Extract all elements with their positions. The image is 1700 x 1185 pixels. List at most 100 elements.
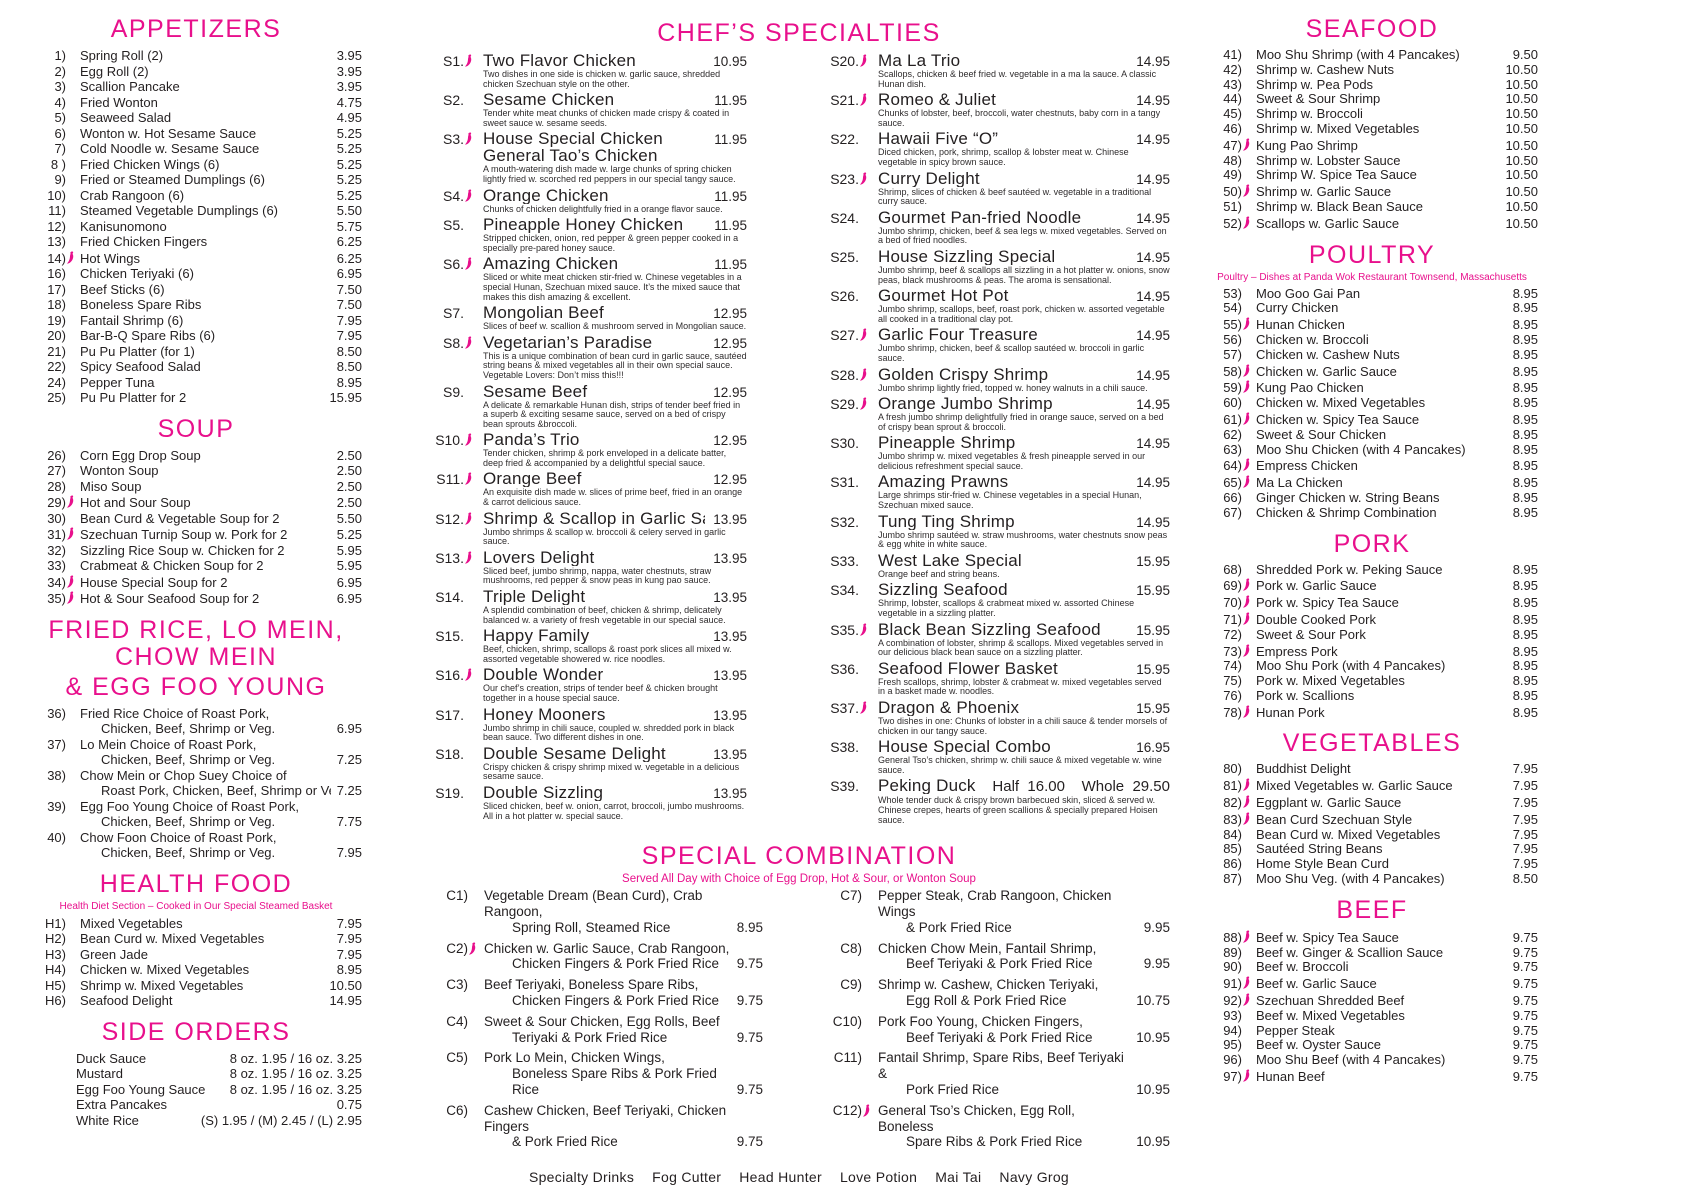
item-number: 80) bbox=[1223, 761, 1242, 777]
item-name: Moo Goo Gai Pan bbox=[1256, 286, 1361, 301]
specialty-item: S4. Orange Chicken 11.95 Chunks of chicken … bbox=[428, 187, 747, 216]
item-number: 13) bbox=[47, 234, 66, 249]
specialty-price: 14.95 bbox=[1136, 54, 1170, 69]
specialty-body: Vegetarian’s Paradise 12.95 This is a uniq… bbox=[477, 334, 747, 382]
special-combination-right: C7) Pepper Steak, Crab Rangoon, Chicken W… bbox=[822, 888, 1170, 1155]
drink-item: Love Potion bbox=[839, 1169, 918, 1185]
menu-item: 91) Beef w. Garlic Sauce 9.75 bbox=[1206, 975, 1538, 992]
specialty-description: Slices of beef w. scallion & mushroom se… bbox=[483, 321, 747, 332]
item-price: 8 oz. 1.95 / 16 oz. 3.25 bbox=[229, 1081, 362, 1097]
specialty-body: Orange Chicken 11.95 Chunks of chicken del… bbox=[477, 187, 747, 216]
specialty-price: 14.95 bbox=[1136, 171, 1170, 187]
combo-item: C2) Chicken w. Garlic Sauce, Crab Rangoon… bbox=[428, 941, 763, 973]
specialty-item: S30. Pineapple Shrimp 14.95 Jumbo shrimp w.… bbox=[823, 434, 1170, 472]
item-number: 82) bbox=[1223, 795, 1242, 811]
item-price: 2.50 bbox=[336, 447, 362, 463]
specialty-number: S21. bbox=[830, 92, 859, 109]
menu-item: 32) Sizzling Rice Soup w. Chicken for 2 5.… bbox=[30, 543, 362, 559]
item-name: Shrimp w. Garlic Sauce bbox=[1256, 185, 1392, 200]
specialty-item: S32. Tung Ting Shrimp 14.95 Jumbo shrimp sa… bbox=[823, 513, 1170, 551]
menu-section-beef: BEEF 88) Beef w. Spicy Tea Sauce 9.75 89) Bee… bbox=[1206, 896, 1538, 1085]
item-number: 92) bbox=[1223, 993, 1242, 1009]
item-number: 5) bbox=[54, 110, 66, 125]
item-name: Bean Curd w. Mixed Vegetables bbox=[1256, 827, 1441, 842]
combo-text: Sweet & Sour Chicken, Egg Rolls, Beef Ter… bbox=[481, 1014, 731, 1046]
specialty-number: S4. bbox=[442, 187, 464, 204]
item-price: 8.95 bbox=[1512, 441, 1538, 457]
chili-pepper-icon bbox=[1242, 411, 1255, 428]
specialty-body: Curry Delight 14.95 Shrimp, slices of chic… bbox=[872, 170, 1170, 208]
menu-item: 94) Pepper Steak 9.75 bbox=[1206, 1023, 1538, 1039]
item-name: Lo Mein Choice of Roast Pork, bbox=[80, 736, 257, 752]
item-number: 32) bbox=[47, 542, 66, 558]
item-number: 36) bbox=[47, 705, 66, 721]
specialty-name-row: House Sizzling Special 14.95 bbox=[878, 248, 1170, 265]
menu-item: 58) Chicken w. Garlic Sauce 8.95 bbox=[1206, 363, 1538, 380]
item-name: Beef w. Garlic Sauce bbox=[1256, 977, 1377, 992]
specialty-number: S20. bbox=[830, 53, 859, 69]
specialty-description: Jumbo shrimps & scallop w. broccoli & ce… bbox=[483, 526, 726, 547]
item-name: Hunan Chicken bbox=[1256, 318, 1345, 333]
combo-line1: Fantail Shrimp, Spare Ribs, Beef Teriyak… bbox=[878, 1050, 1124, 1082]
item-price: 8 oz. 1.95 / 16 oz. 3.25 bbox=[229, 1066, 362, 1081]
chili-pepper-icon bbox=[1242, 594, 1255, 611]
menu-item: 17) Beef Sticks (6) 7.50 bbox=[30, 282, 362, 298]
specialty-id: S29. bbox=[823, 395, 872, 433]
item-price: 5.95 bbox=[336, 542, 362, 558]
menu-item: 22) Spicy Seafood Salad 8.50 bbox=[30, 359, 362, 375]
spicer-slot bbox=[862, 977, 875, 1009]
item-number: 3) bbox=[54, 79, 66, 94]
menu-item: H2) Bean Curd w. Mixed Vegetables 7.95 bbox=[30, 931, 362, 947]
item-number: 26) bbox=[47, 447, 66, 463]
specialty-item: S16. Double Wonder 13.95 Our chef’s creatio… bbox=[428, 666, 747, 704]
specialty-price: 15.95 bbox=[1136, 661, 1170, 677]
specialty-body: Two Flavor Chicken 10.95 Two dishes in one… bbox=[477, 52, 747, 90]
specialty-id: S39. bbox=[823, 777, 872, 826]
specialty-body: Lovers Delight 13.95 Sliced beef, jumbo sh… bbox=[477, 549, 747, 587]
special-combination-left: C1) Vegetable Dream (Bean Curd), Crab Ran… bbox=[428, 888, 763, 1155]
specialty-price: 14.95 bbox=[1136, 132, 1170, 148]
item-price: 10.50 bbox=[1505, 198, 1538, 214]
menu-item: 76) Pork w. Scallions 8.95 bbox=[1206, 688, 1538, 704]
item-price: 8.95 bbox=[1512, 380, 1538, 396]
specialty-price: 13.95 bbox=[713, 590, 747, 606]
item-number: 42) bbox=[1223, 61, 1242, 77]
spicer-slot bbox=[468, 1103, 481, 1150]
specialty-id: S28. bbox=[823, 366, 872, 395]
menu-item: 64) Empress Chicken 8.95 bbox=[1206, 457, 1538, 474]
chefs-specialties-columns: S1. Two Flavor Chicken 10.95 Two dishes in … bbox=[428, 52, 1170, 827]
specialty-price: 15.95 bbox=[1136, 622, 1170, 638]
combo-text: Pork Foo Young, Chicken Fingers, Beef Ter… bbox=[875, 1014, 1130, 1046]
specialty-id: S24. bbox=[823, 209, 872, 247]
menu-item: 28) Miso Soup 2.50 bbox=[30, 479, 362, 495]
item-number: 58) bbox=[1223, 363, 1242, 379]
menu-item: 5) Seaweed Salad 4.95 bbox=[30, 110, 362, 126]
section-title: VEGETABLES bbox=[1282, 729, 1462, 758]
menu-item: 2) Egg Roll (2) 3.95 bbox=[30, 64, 362, 80]
menu-item: 33) Crabmeat & Chicken Soup for 2 5.95 bbox=[30, 558, 362, 574]
specialty-number: S13. bbox=[435, 549, 464, 566]
menu-item: Mustard 8 oz. 1.95 / 16 oz. 3.25 bbox=[30, 1066, 362, 1082]
specialty-id: S21. bbox=[823, 91, 872, 129]
chili-pepper-icon bbox=[862, 1103, 875, 1150]
item-number: H1) bbox=[45, 915, 66, 931]
specialty-id: S31. bbox=[823, 473, 872, 511]
specialty-number: S9. bbox=[442, 383, 464, 400]
item-number: 53) bbox=[1223, 285, 1242, 301]
specialty-body: Romeo & Juliet 14.95 Chunks of lobster, be… bbox=[872, 91, 1170, 129]
menu-section-side-orders: SIDE ORDERS Duck Sauce 8 oz. 1.95 / 16 oz.… bbox=[30, 1018, 362, 1129]
menu-section-pork: PORK 68) Shredded Pork w. Peking Sauce 8.95… bbox=[1206, 530, 1538, 721]
chili-pepper-icon bbox=[1242, 577, 1255, 594]
item-number: 52) bbox=[1223, 215, 1242, 231]
menu-item: 90) Beef w. Broccoli 9.75 bbox=[1206, 960, 1538, 975]
specialty-item: S36. Seafood Flower Basket 15.95 Fresh scal… bbox=[823, 660, 1170, 698]
menu-item: 24) Pepper Tuna 8.95 bbox=[30, 375, 362, 391]
item-price: 5.75 bbox=[336, 218, 362, 234]
spicer-slot bbox=[468, 888, 481, 935]
item-price: 10.50 bbox=[329, 977, 362, 993]
specialty-body: Black Bean Sizzling Seafood 15.95 A combin… bbox=[872, 621, 1170, 659]
menu-item: 63) Moo Shu Chicken (with 4 Pancakes) 8.95 bbox=[1206, 441, 1538, 458]
specialty-description: Sliced or white meat chicken stir-fried … bbox=[483, 272, 742, 302]
item-name: Szechuan Shredded Beef bbox=[1256, 994, 1405, 1009]
specialty-name-row: Seafood Flower Basket 15.95 bbox=[878, 660, 1170, 677]
